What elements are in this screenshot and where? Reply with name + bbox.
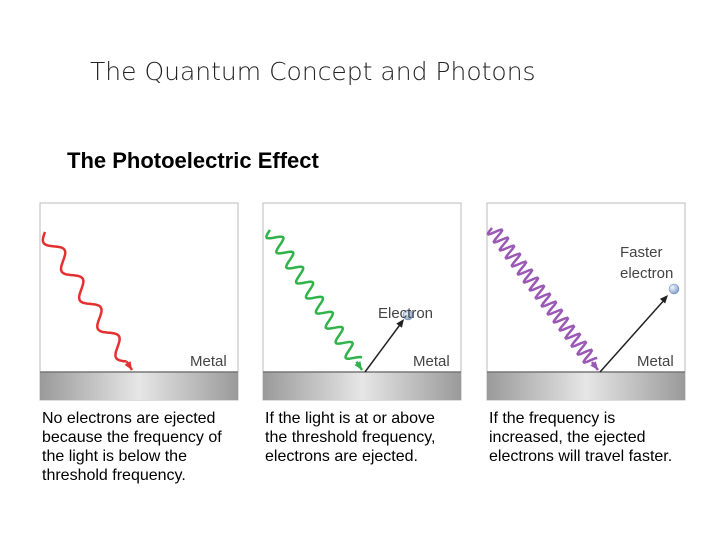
electron xyxy=(668,283,680,295)
electron-label: electron xyxy=(620,265,673,282)
caption-line: threshold frequency. xyxy=(42,467,186,484)
panel xyxy=(262,202,462,401)
arrow-head xyxy=(659,295,668,304)
caption-line: No electrons are ejected xyxy=(42,410,215,427)
metal-label: Metal xyxy=(637,353,674,370)
panel xyxy=(39,202,239,401)
caption-line: the threshold frequency, xyxy=(265,429,435,446)
light-wave xyxy=(486,227,598,365)
electron-label: Electron xyxy=(378,305,433,322)
caption-line: increased, the ejected xyxy=(489,429,646,446)
arrow-head xyxy=(590,361,598,370)
caption-line: electrons are ejected. xyxy=(265,448,418,465)
metal xyxy=(487,372,685,400)
caption-line: the light is below the xyxy=(42,448,187,465)
caption-line: because the frequency of xyxy=(42,429,222,446)
metal xyxy=(40,372,238,400)
caption-line: If the light is at or above xyxy=(265,410,435,427)
electron-path xyxy=(599,297,667,373)
panel xyxy=(486,202,686,401)
arrow-head xyxy=(124,361,132,370)
panels: Metal No electrons are ejected because the… xyxy=(39,202,686,484)
electron-label: Faster xyxy=(620,244,663,261)
title: The Quantum Concept and Photons xyxy=(90,57,536,86)
light-wave xyxy=(265,229,363,360)
metal xyxy=(263,372,461,400)
metal-label: Metal xyxy=(190,353,227,370)
electron xyxy=(402,309,414,321)
caption-line: If the frequency is xyxy=(489,410,615,427)
electron-path xyxy=(364,321,403,373)
metal-label: Metal xyxy=(413,353,450,370)
caption-line: electrons will travel faster. xyxy=(489,448,672,465)
arrow-head xyxy=(396,319,404,328)
arrow-head xyxy=(354,361,362,370)
subtitle: The Photoelectric Effect xyxy=(67,148,320,173)
light-wave xyxy=(41,231,127,363)
